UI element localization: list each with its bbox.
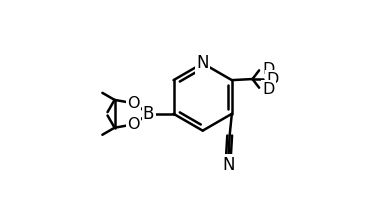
Text: D: D	[267, 72, 279, 86]
Text: O: O	[127, 117, 140, 132]
Text: D: D	[262, 82, 274, 97]
Text: N: N	[222, 156, 235, 174]
Text: B: B	[143, 105, 154, 123]
Text: N: N	[196, 54, 209, 72]
Text: O: O	[127, 96, 140, 111]
Text: D: D	[262, 62, 274, 77]
